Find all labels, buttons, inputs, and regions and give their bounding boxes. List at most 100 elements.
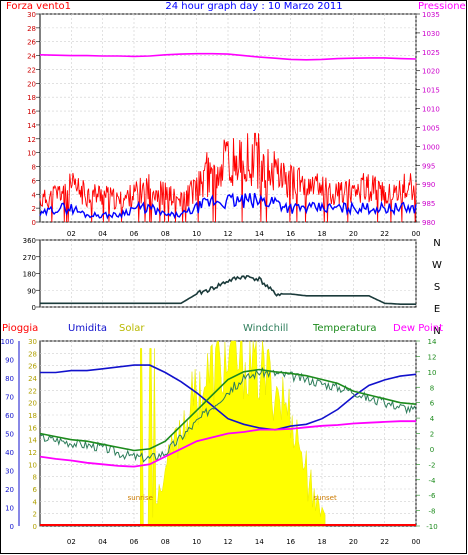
humidity-tick-label: 70 bbox=[5, 394, 14, 402]
compass-label: N bbox=[433, 238, 440, 249]
temperature-tick-label: -8 bbox=[429, 508, 436, 516]
temperature-tick-label: 4 bbox=[430, 415, 435, 423]
x-tick-label: 14 bbox=[255, 230, 264, 238]
legend-rain: Pioggia bbox=[2, 323, 38, 334]
temperature-tick-label: -4 bbox=[429, 477, 437, 485]
temperature-tick-label: -10 bbox=[426, 523, 437, 531]
x-tick-label: 02 bbox=[67, 230, 76, 238]
climate-x-axis: 02 04 06 08 10 12 14 16 18 20 22 00 bbox=[67, 538, 421, 546]
wind-axis-tick-label: 10 bbox=[27, 150, 36, 158]
rain-tick-label: 30 bbox=[28, 338, 37, 346]
x-tick-label: 10 bbox=[192, 230, 201, 238]
wind-axis-tick-label: 20 bbox=[27, 80, 36, 88]
wind-direction-line bbox=[40, 274, 416, 306]
x-tick-label: 06 bbox=[130, 230, 139, 238]
pressure-axis-tick-label: 985 bbox=[422, 200, 435, 208]
x-tick-label: 08 bbox=[161, 538, 170, 546]
rain-tick-label: 26 bbox=[28, 363, 37, 371]
legend-dewpoint: Dew Point bbox=[393, 323, 443, 334]
rain-tick-label: 4 bbox=[33, 498, 38, 506]
wind-axis-tick-label: 22 bbox=[27, 66, 36, 74]
x-tick-label: 08 bbox=[161, 230, 170, 238]
pressure-axis-tick-label: 1035 bbox=[422, 11, 440, 19]
wind-axis-tick-label: 28 bbox=[27, 25, 36, 33]
legend-humidity: Umidita bbox=[68, 323, 107, 334]
humidity-axis: 0 10 20 30 40 50 60 70 80 90 100 bbox=[1, 338, 20, 531]
wind-axis-tick-label: 30 bbox=[27, 11, 36, 19]
humidity-tick-label: 40 bbox=[5, 449, 14, 457]
rain-tick-label: 16 bbox=[28, 424, 37, 432]
x-tick-label: 16 bbox=[286, 538, 295, 546]
pressure-axis: 980 985 990 995 1000 1005 1010 1015 1020 1025 1030… bbox=[416, 11, 440, 227]
direction-tick-label: 0 bbox=[32, 304, 36, 312]
x-tick-label: 18 bbox=[318, 230, 327, 238]
pressure-axis-tick-label: 1015 bbox=[422, 87, 440, 95]
rain-tick-label: 12 bbox=[28, 449, 37, 457]
legend-solar: Solar bbox=[119, 323, 145, 334]
pressure-axis-tick-label: 1010 bbox=[422, 106, 440, 114]
x-tick-label: 02 bbox=[67, 538, 76, 546]
rain-tick-label: 20 bbox=[28, 400, 37, 408]
humidity-tick-label: 50 bbox=[5, 431, 14, 439]
humidity-tick-label: 20 bbox=[5, 486, 14, 494]
pressure-axis-tick-label: 1000 bbox=[422, 143, 440, 151]
wind-axis-tick-label: 4 bbox=[32, 191, 37, 199]
x-tick-label: 12 bbox=[224, 230, 233, 238]
pressure-label: Pressione bbox=[418, 1, 466, 12]
x-tick-label: 22 bbox=[380, 230, 389, 238]
pressure-axis-tick-label: 980 bbox=[422, 219, 435, 227]
pressure-axis-tick-label: 1020 bbox=[422, 68, 440, 76]
wind-axis-tick-label: 12 bbox=[27, 136, 36, 144]
x-tick-label: 20 bbox=[349, 538, 358, 546]
legend-windchill: Windchill bbox=[243, 323, 288, 334]
wind-axis-tick-label: 26 bbox=[27, 39, 36, 47]
x-tick-label: 20 bbox=[349, 230, 358, 238]
compass-label: W bbox=[432, 260, 442, 271]
pressure-line bbox=[39, 52, 417, 61]
humidity-tick-label: 0 bbox=[10, 523, 14, 531]
graph-title: 24 hour graph day : 10 Marzo 2011 bbox=[165, 1, 342, 12]
wind-axis-tick-label: 8 bbox=[32, 164, 36, 172]
wind-direction-series bbox=[40, 274, 416, 306]
direction-tick-label: 270 bbox=[23, 254, 36, 262]
temperature-tick-label: 0 bbox=[430, 446, 434, 454]
humidity-tick-label: 100 bbox=[1, 338, 14, 346]
direction-tick-label: 90 bbox=[27, 287, 36, 295]
humidity-tick-label: 80 bbox=[5, 375, 14, 383]
climate-panel: sunrise sunset 02468101214161820222426283… bbox=[1, 338, 438, 546]
wind-axis-tick-label: 0 bbox=[32, 219, 36, 227]
temperature-tick-label: 10 bbox=[428, 369, 437, 377]
x-tick-label: 14 bbox=[255, 538, 264, 546]
wind-average-line bbox=[39, 192, 417, 220]
wind-axis-tick-label: 14 bbox=[27, 122, 36, 130]
pressure-axis-tick-label: 1030 bbox=[422, 30, 440, 38]
temperature-tick-label: -2 bbox=[429, 461, 436, 469]
humidity-tick-label: 10 bbox=[5, 505, 14, 513]
x-tick-label: 04 bbox=[98, 230, 107, 238]
rain-tick-label: 14 bbox=[28, 437, 37, 445]
wind-pressure-x-axis: 02 04 06 08 10 12 14 16 18 20 22 00 bbox=[67, 230, 421, 238]
humidity-tick-label: 60 bbox=[5, 412, 14, 420]
rain-tick-label: 10 bbox=[28, 461, 37, 469]
temperature-tick-label: 6 bbox=[430, 400, 435, 408]
wind-pressure-series bbox=[39, 52, 417, 223]
rain-tick-label: 8 bbox=[33, 474, 37, 482]
direction-tick-label: 360 bbox=[23, 237, 36, 245]
wind-strength-label: Forza vento1 bbox=[6, 1, 71, 12]
temperature-line bbox=[39, 368, 417, 452]
rain-tick-label: 2 bbox=[33, 511, 37, 519]
x-tick-label: 04 bbox=[98, 538, 107, 546]
direction-degree-axis: 0 90 180 270 360 bbox=[23, 237, 40, 312]
pressure-axis-tick-label: 1005 bbox=[422, 124, 440, 132]
temperature-tick-label: 14 bbox=[428, 338, 437, 346]
climate-series bbox=[39, 340, 417, 527]
x-tick-label: 00 bbox=[412, 538, 421, 546]
compass-label: E bbox=[434, 304, 440, 315]
temperature-tick-label: -6 bbox=[429, 492, 437, 500]
temperature-axis: -10 -8 -6 -4 -2 0 2 4 6 8 10 12 14 bbox=[416, 338, 438, 531]
